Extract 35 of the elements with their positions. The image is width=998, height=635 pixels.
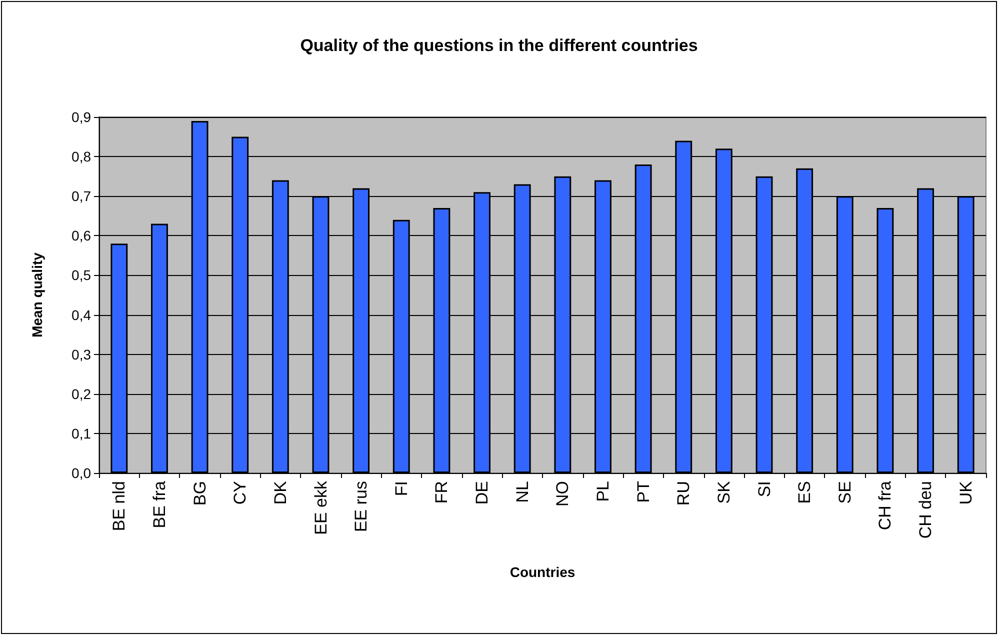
- x-axis-title: Countries: [510, 564, 576, 580]
- x-tick-label: DK: [270, 480, 290, 505]
- x-tick-label: ES: [795, 481, 814, 504]
- x-tick-label: NO: [553, 481, 572, 506]
- x-tick-label: RU: [674, 481, 694, 506]
- chart-title: Quality of the questions in the different countries: [300, 36, 698, 55]
- x-tick-label: UK: [956, 480, 976, 505]
- x-tick-label: FR: [432, 481, 452, 504]
- x-tick-label: FI: [392, 481, 411, 496]
- y-tick-label: 0,2: [72, 386, 92, 402]
- x-tick-label: PT: [634, 481, 653, 503]
- y-tick-label: 0,9: [72, 109, 92, 125]
- x-tick-label: PL: [593, 481, 612, 502]
- x-tick-label: SI: [754, 481, 774, 498]
- x-tick-label: SK: [714, 480, 734, 504]
- x-tick-label: EE ekk: [311, 480, 330, 535]
- y-tick-label: 0,7: [72, 188, 92, 204]
- x-tick-label: DE: [472, 481, 492, 505]
- x-tick-label: BE fra: [150, 480, 169, 528]
- y-tick-label: 0,8: [72, 148, 92, 165]
- y-tick-label: 0,3: [72, 346, 92, 362]
- y-tick-label: 0,1: [72, 425, 92, 442]
- y-tick-label: 0,5: [72, 267, 92, 284]
- x-tick-label: EE rus: [352, 481, 371, 532]
- x-tick-label: NL: [512, 481, 532, 503]
- y-axis-title: Mean quality: [29, 252, 45, 338]
- x-tick-label: CY: [230, 481, 250, 505]
- x-tick-label: BG: [190, 481, 210, 506]
- x-tick-label: BE nld: [110, 481, 129, 532]
- y-tick-label: 0,4: [72, 306, 92, 323]
- x-tick-label: CH fra: [876, 480, 895, 530]
- y-tick-label: 0,6: [72, 228, 92, 244]
- x-tick-label: CH deu: [916, 481, 936, 539]
- y-tick-label: 0,0: [72, 465, 92, 481]
- x-tick-label: SE: [835, 481, 854, 504]
